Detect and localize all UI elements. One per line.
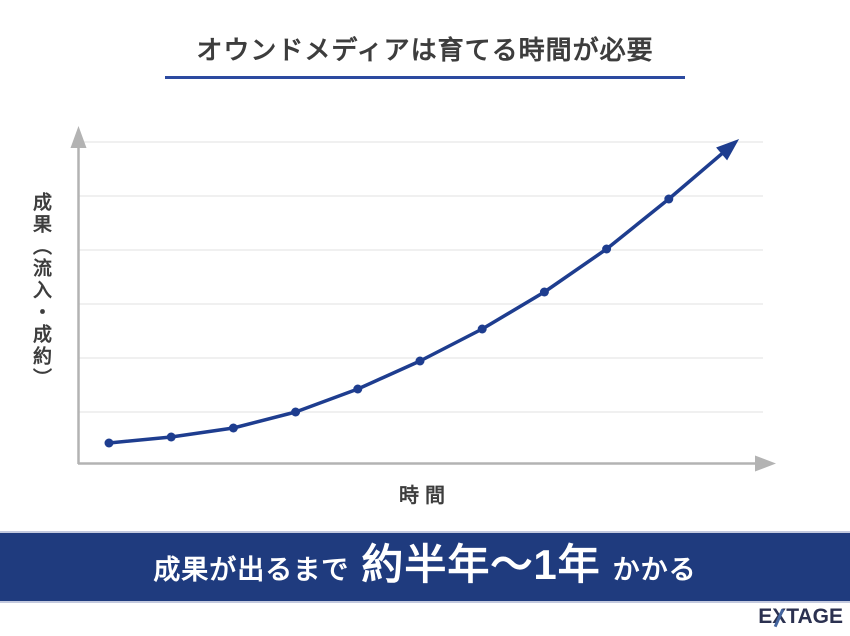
extage-logo: EXTAGE — [758, 605, 843, 629]
conclusion-banner-text: 成果が出るまで 約半年〜1年 かかる — [153, 531, 696, 592]
growth-line-chart — [70, 126, 776, 472]
logo-x-slash-icon: X — [772, 605, 787, 628]
page-title: オウンドメディアは育てる時間が必要 — [196, 35, 654, 65]
conclusion-banner: 成果が出るまで 約半年〜1年 かかる — [0, 531, 850, 603]
logo-text-tage: TAGE — [786, 605, 843, 628]
x-axis-label: 時間 — [399, 485, 451, 507]
banner-prefix: 成果が出るまで — [153, 554, 350, 585]
logo-text-e: E — [758, 605, 773, 628]
y-axis-label: 成果（流入・成約） — [30, 192, 51, 390]
banner-highlight: 約半年〜1年 — [361, 540, 601, 588]
banner-suffix: かかる — [612, 554, 697, 585]
title-underline — [165, 76, 685, 79]
